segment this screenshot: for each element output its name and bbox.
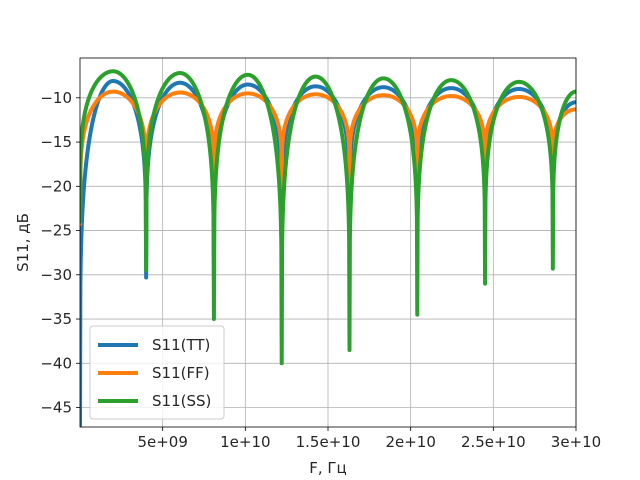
y-tick-label: −40 [40, 354, 72, 372]
x-axis-label: F, Гц [309, 459, 347, 477]
x-tick-label: 1e+10 [220, 433, 270, 451]
y-axis-label: S11, дБ [14, 213, 32, 272]
y-tick-label: −30 [40, 266, 72, 284]
y-tick-label: −25 [40, 222, 72, 240]
y-tick-label: −10 [40, 89, 72, 107]
legend-box [89, 325, 225, 420]
y-tick-label: −20 [40, 177, 72, 195]
legend-label: S11(FF) [152, 364, 210, 382]
legend: S11(TT) S11(FF) S11(SS) [89, 325, 225, 420]
x-tick-label: 3e+10 [551, 433, 601, 451]
x-tick-label: 5e+09 [137, 433, 187, 451]
legend-label: S11(TT) [152, 336, 210, 354]
ticks: 5e+09 1e+10 1.5e+10 2e+10 2.5e+10 3e+10 −10 −15… [40, 89, 601, 451]
series-layer [80, 69, 576, 427]
x-tick-label: 2e+10 [385, 433, 435, 451]
y-tick-label: −45 [40, 399, 72, 417]
x-tick-label: 2.5e+10 [461, 433, 526, 451]
series-line [80, 69, 576, 366]
y-tick-label: −35 [40, 310, 72, 328]
y-tick-label: −15 [40, 133, 72, 151]
legend-label: S11(SS) [152, 392, 211, 410]
x-tick-label: 1.5e+10 [296, 433, 361, 451]
